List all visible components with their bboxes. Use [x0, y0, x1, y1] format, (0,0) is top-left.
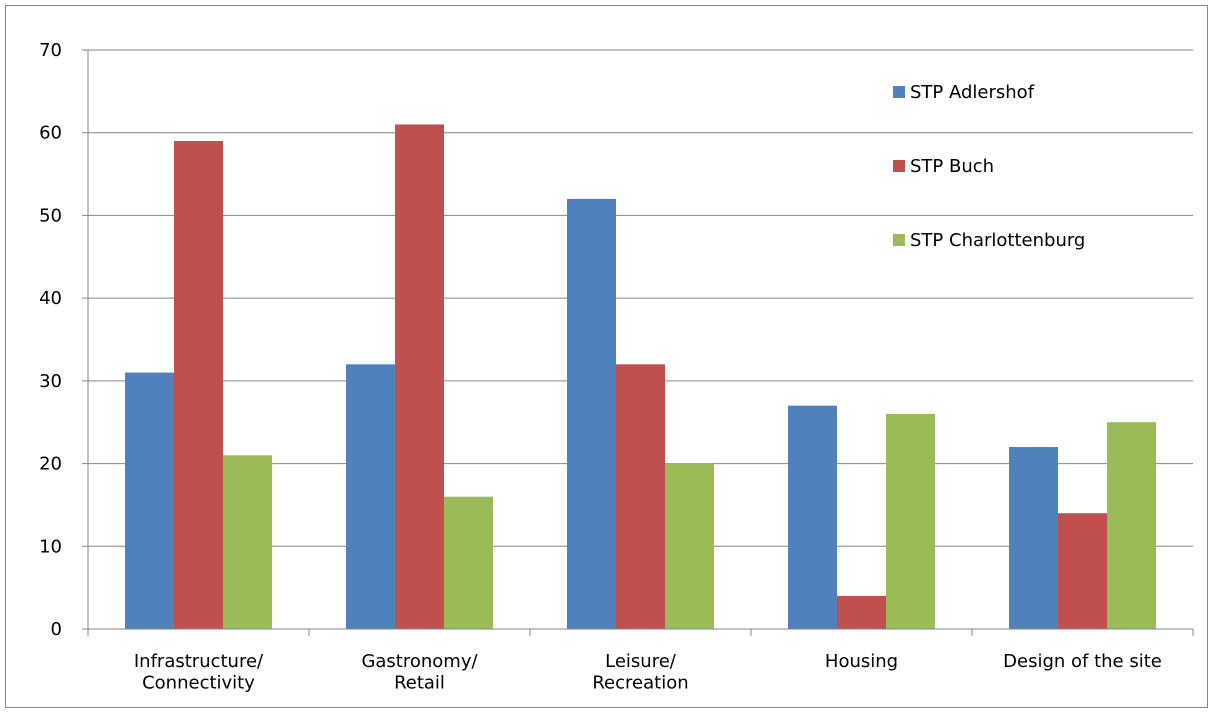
bar	[174, 140, 223, 629]
y-tick-label: 20	[39, 454, 62, 475]
y-tick-label: 70	[39, 40, 62, 61]
x-tick-label: Housing	[825, 651, 898, 672]
bar	[837, 595, 886, 629]
legend-label: STP Buch	[910, 156, 994, 177]
bar	[665, 463, 714, 629]
legend-swatch	[893, 234, 905, 246]
y-tick-label: 0	[51, 619, 62, 640]
x-tick-label: Gastronomy/Retail	[361, 651, 478, 694]
bar	[223, 455, 272, 629]
bar	[395, 124, 444, 629]
x-tick-label: Infrastructure/Connectivity	[134, 651, 264, 694]
x-tick-label: Leisure/Recreation	[592, 651, 688, 694]
y-tick-label: 30	[39, 371, 62, 392]
legend-label: STP Adlershof	[910, 82, 1035, 103]
bar	[616, 364, 665, 629]
bar	[886, 413, 935, 629]
y-tick-label: 60	[39, 123, 62, 144]
bar	[1058, 513, 1107, 629]
legend-swatch	[893, 86, 905, 98]
bar	[444, 496, 493, 629]
legend-swatch	[893, 160, 905, 172]
bar	[1009, 447, 1058, 629]
bar	[567, 198, 616, 629]
y-tick-label: 10	[39, 536, 62, 557]
bar	[125, 372, 174, 629]
bar	[788, 405, 837, 629]
y-tick-label: 40	[39, 288, 62, 309]
legend-label: STP Charlottenburg	[910, 230, 1085, 251]
bar	[346, 364, 395, 629]
y-tick-label: 50	[39, 205, 62, 226]
bar	[1107, 422, 1156, 629]
x-tick-label: Design of the site	[1003, 651, 1162, 672]
